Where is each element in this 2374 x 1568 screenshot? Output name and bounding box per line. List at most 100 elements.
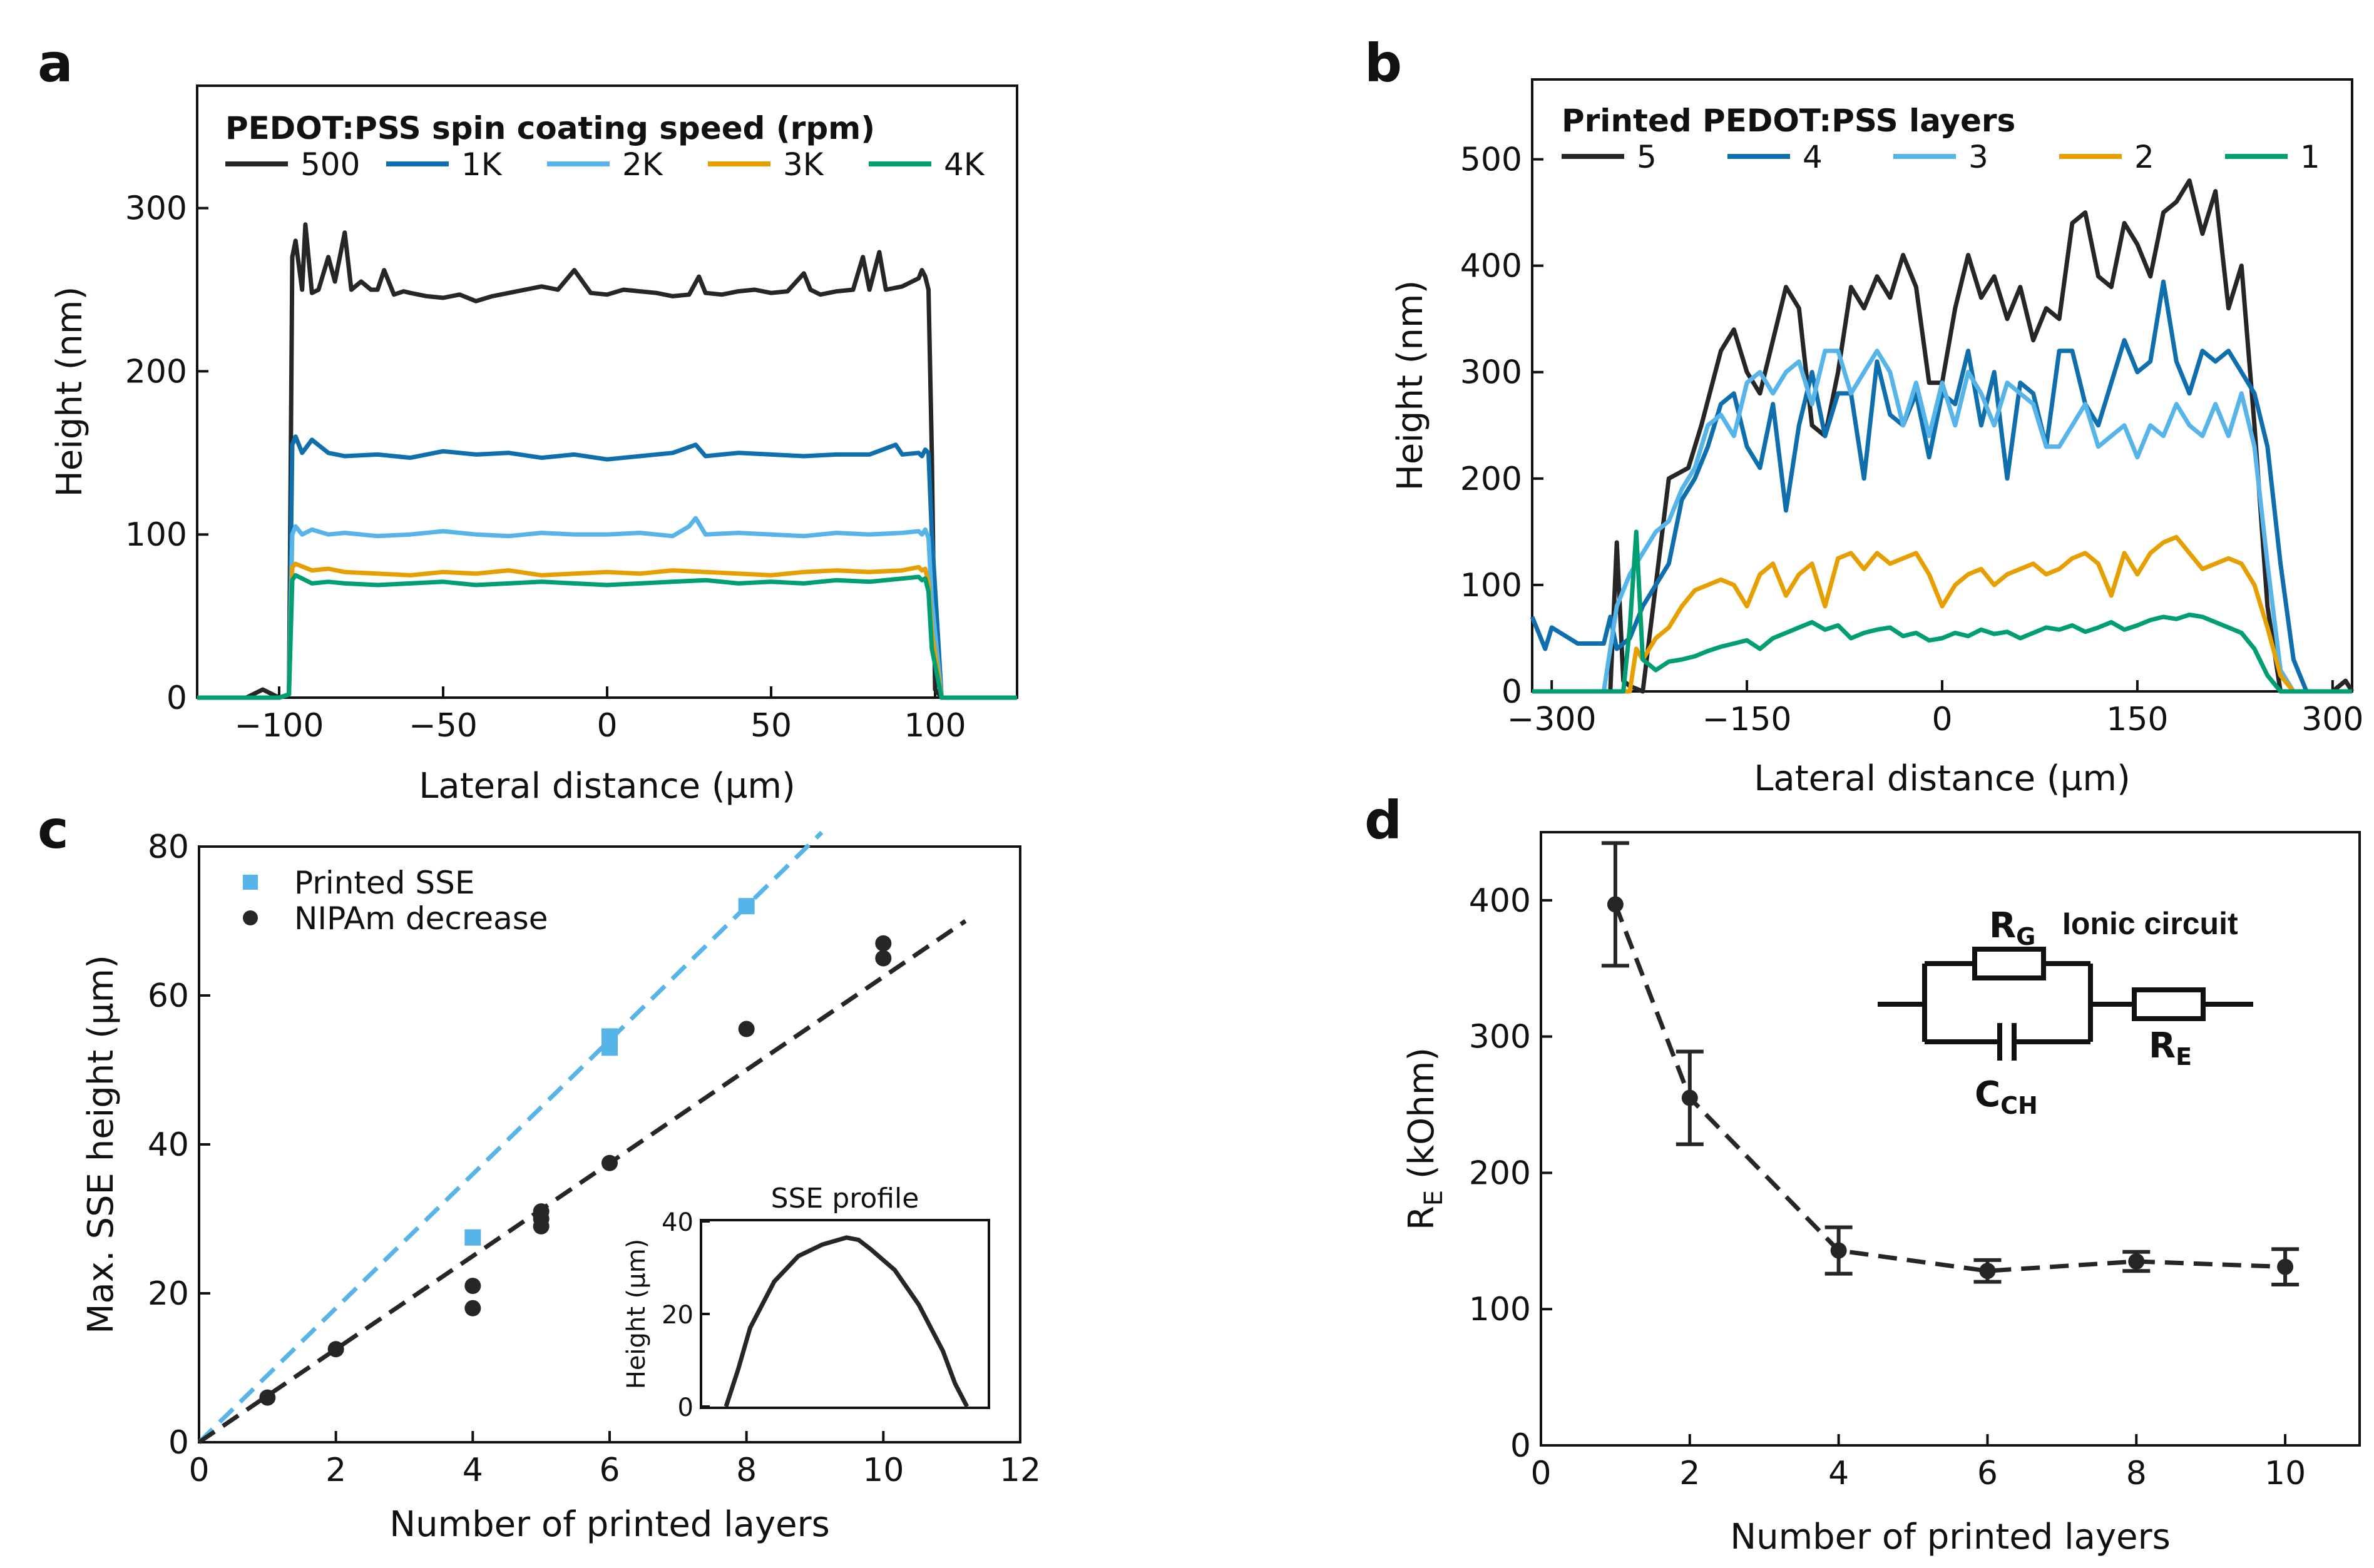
fit-line-nipam-decrease: [198, 919, 967, 1444]
circuit-label-re: RE: [2149, 1026, 2192, 1071]
inset-profile-line: [724, 1235, 970, 1408]
y-tick-label-c: 80: [148, 828, 189, 866]
ionic-circuit-diagram: [1878, 947, 2253, 1061]
series-line-d: [1613, 904, 2286, 1273]
x-tick-label-b: 300: [2301, 701, 2363, 738]
inset-title: SSE profile: [771, 1183, 919, 1214]
resistor-re: [2132, 987, 2206, 1021]
y-tick-label-c: 40: [148, 1126, 189, 1164]
series-line-a-4k: [197, 573, 1017, 700]
x-tick-label-b: −300: [1507, 701, 1597, 738]
data-point-d: [2128, 1253, 2145, 1270]
legend-label-a-1k: 1K: [461, 146, 503, 183]
y-tick-label-a: 0: [166, 680, 187, 717]
x-tick-label-d: 4: [1828, 1455, 1849, 1492]
series-line-b-1: [1532, 529, 2352, 694]
point-nipam-decrease: [875, 950, 892, 967]
panel-c: c 0 20 40 60 80 0 2 4 6 8 10 12 Number of printed …: [38, 799, 1041, 1545]
legend-a: PEDOT:PSS spin coating speed (rpm) 500 1K…: [225, 110, 985, 183]
x-ticks-c: 0 2 4 6 8 10 12: [188, 1431, 1041, 1489]
legend-label-nipam-decrease: NIPAm decrease: [294, 900, 548, 937]
point-nipam-decrease: [601, 1154, 618, 1171]
legend-label-printed-sse: Printed SSE: [294, 865, 474, 901]
circuit-title: Ionic circuit: [2062, 906, 2238, 941]
point-nipam-decrease: [327, 1341, 344, 1358]
x-tick-label-c: 0: [188, 1452, 209, 1489]
panel-letter-d: d: [1364, 790, 1402, 851]
series-line-b-4: [1530, 279, 2352, 694]
series-line-a-500: [197, 222, 1017, 700]
x-tick-label-d: 2: [1679, 1455, 1700, 1492]
series-line-b-2: [1532, 534, 2352, 694]
x-ticks-d: 0 2 4 6 8 10: [1530, 1434, 2306, 1492]
x-tick-label-c: 2: [325, 1452, 346, 1489]
data-points-c: [259, 898, 892, 1406]
x-tick-label-c: 4: [463, 1452, 483, 1489]
y-ticks-d: 0 100 200 300 400: [1469, 882, 1552, 1465]
series-lines-a: [197, 222, 1017, 700]
x-tick-label-b: 150: [2106, 701, 2168, 738]
x-tick-label-c: 8: [736, 1452, 757, 1489]
inset-y-tick-label: 40: [662, 1208, 693, 1237]
y-axis-label-d: RE (kOhm): [1401, 1047, 1448, 1230]
y-tick-label-b: 200: [1460, 461, 1522, 498]
series-line-b-5: [1532, 178, 2354, 694]
series-d: [1601, 841, 2300, 1287]
legend-title-b: Printed PEDOT:PSS layers: [1562, 103, 2015, 139]
y-tick-label-d: 100: [1469, 1291, 1531, 1328]
inset-y-tick-label: 0: [678, 1393, 693, 1422]
y-tick-label-b: 500: [1460, 141, 1522, 179]
y-tick-label-b: 0: [1502, 673, 1522, 711]
y-tick-label-a: 100: [125, 516, 187, 554]
series-line-b-3: [1532, 349, 2352, 694]
point-nipam-decrease: [259, 1389, 276, 1406]
series-lines-b: [1530, 178, 2354, 694]
x-tick-label-d: 0: [1530, 1455, 1551, 1492]
x-tick-label-b: −150: [1702, 701, 1792, 738]
legend-label-a-2k: 2K: [622, 146, 663, 183]
inset-sse-profile: SSE profile Height (µm) 0 20 40: [622, 1183, 990, 1422]
x-tick-label-a: 50: [750, 707, 792, 745]
series-line-a-3k: [197, 561, 1017, 700]
y-axis-label-c: Max. SSE height (µm): [81, 955, 121, 1334]
y-tick-label-a: 300: [125, 190, 187, 228]
legend-b: Printed PEDOT:PSS layers 5 4 3 2 1: [1562, 103, 2320, 175]
y-tick-label-d: 300: [1469, 1019, 1531, 1056]
legend-label-b-3: 3: [1968, 139, 1988, 175]
y-ticks-b: 0 100 200 300 400 500: [1460, 141, 1543, 711]
point-printed-sse: [738, 898, 755, 915]
y-axis-label-a: Height (nm): [49, 287, 90, 497]
circuit-label-rg: RG: [1989, 905, 2035, 950]
legend-label-a-4k: 4K: [944, 146, 985, 183]
legend-marker-nipam-decrease: [243, 910, 258, 925]
inset-y-tick-label: 20: [662, 1301, 693, 1330]
legend-label-a-500: 500: [300, 146, 360, 183]
inset-y-axis-label: Height (µm): [622, 1239, 651, 1390]
point-printed-sse: [601, 1028, 618, 1045]
legend-label-a-3k: 3K: [783, 146, 824, 183]
legend-label-b-1: 1: [2300, 139, 2320, 175]
legend-label-b-4: 4: [1803, 139, 1823, 175]
legend-label-b-2: 2: [2134, 139, 2154, 175]
panel-b: b 0 100 200 300 400 500 −300 −150 0 150 300 Later…: [1364, 33, 2363, 799]
y-ticks-a: 0 100 200 300: [125, 190, 208, 717]
x-tick-label-d: 6: [1977, 1455, 1998, 1492]
point-nipam-decrease: [875, 935, 892, 952]
x-tick-label-d: 10: [2264, 1455, 2306, 1492]
x-tick-label-a: −100: [235, 707, 324, 745]
y-tick-label-a: 200: [125, 353, 187, 390]
panel-a: a 0 100 200 300 −100 −50 0 50 100 Lateral dista…: [38, 33, 1018, 807]
y-tick-label-b: 300: [1460, 354, 1522, 392]
data-point-d: [1681, 1089, 1698, 1106]
y-axis-label-b: Height (nm): [1390, 280, 1431, 491]
x-tick-label-a: 0: [596, 707, 617, 745]
y-tick-label-b: 100: [1460, 567, 1522, 604]
inset-frame: [700, 1219, 990, 1409]
point-nipam-decrease: [464, 1278, 481, 1295]
series-line-a-1k: [197, 434, 1017, 700]
panel-letter-a: a: [38, 33, 73, 94]
x-tick-label-a: 100: [904, 707, 966, 745]
x-axis-label-d: Number of printed layers: [1730, 1517, 2171, 1557]
